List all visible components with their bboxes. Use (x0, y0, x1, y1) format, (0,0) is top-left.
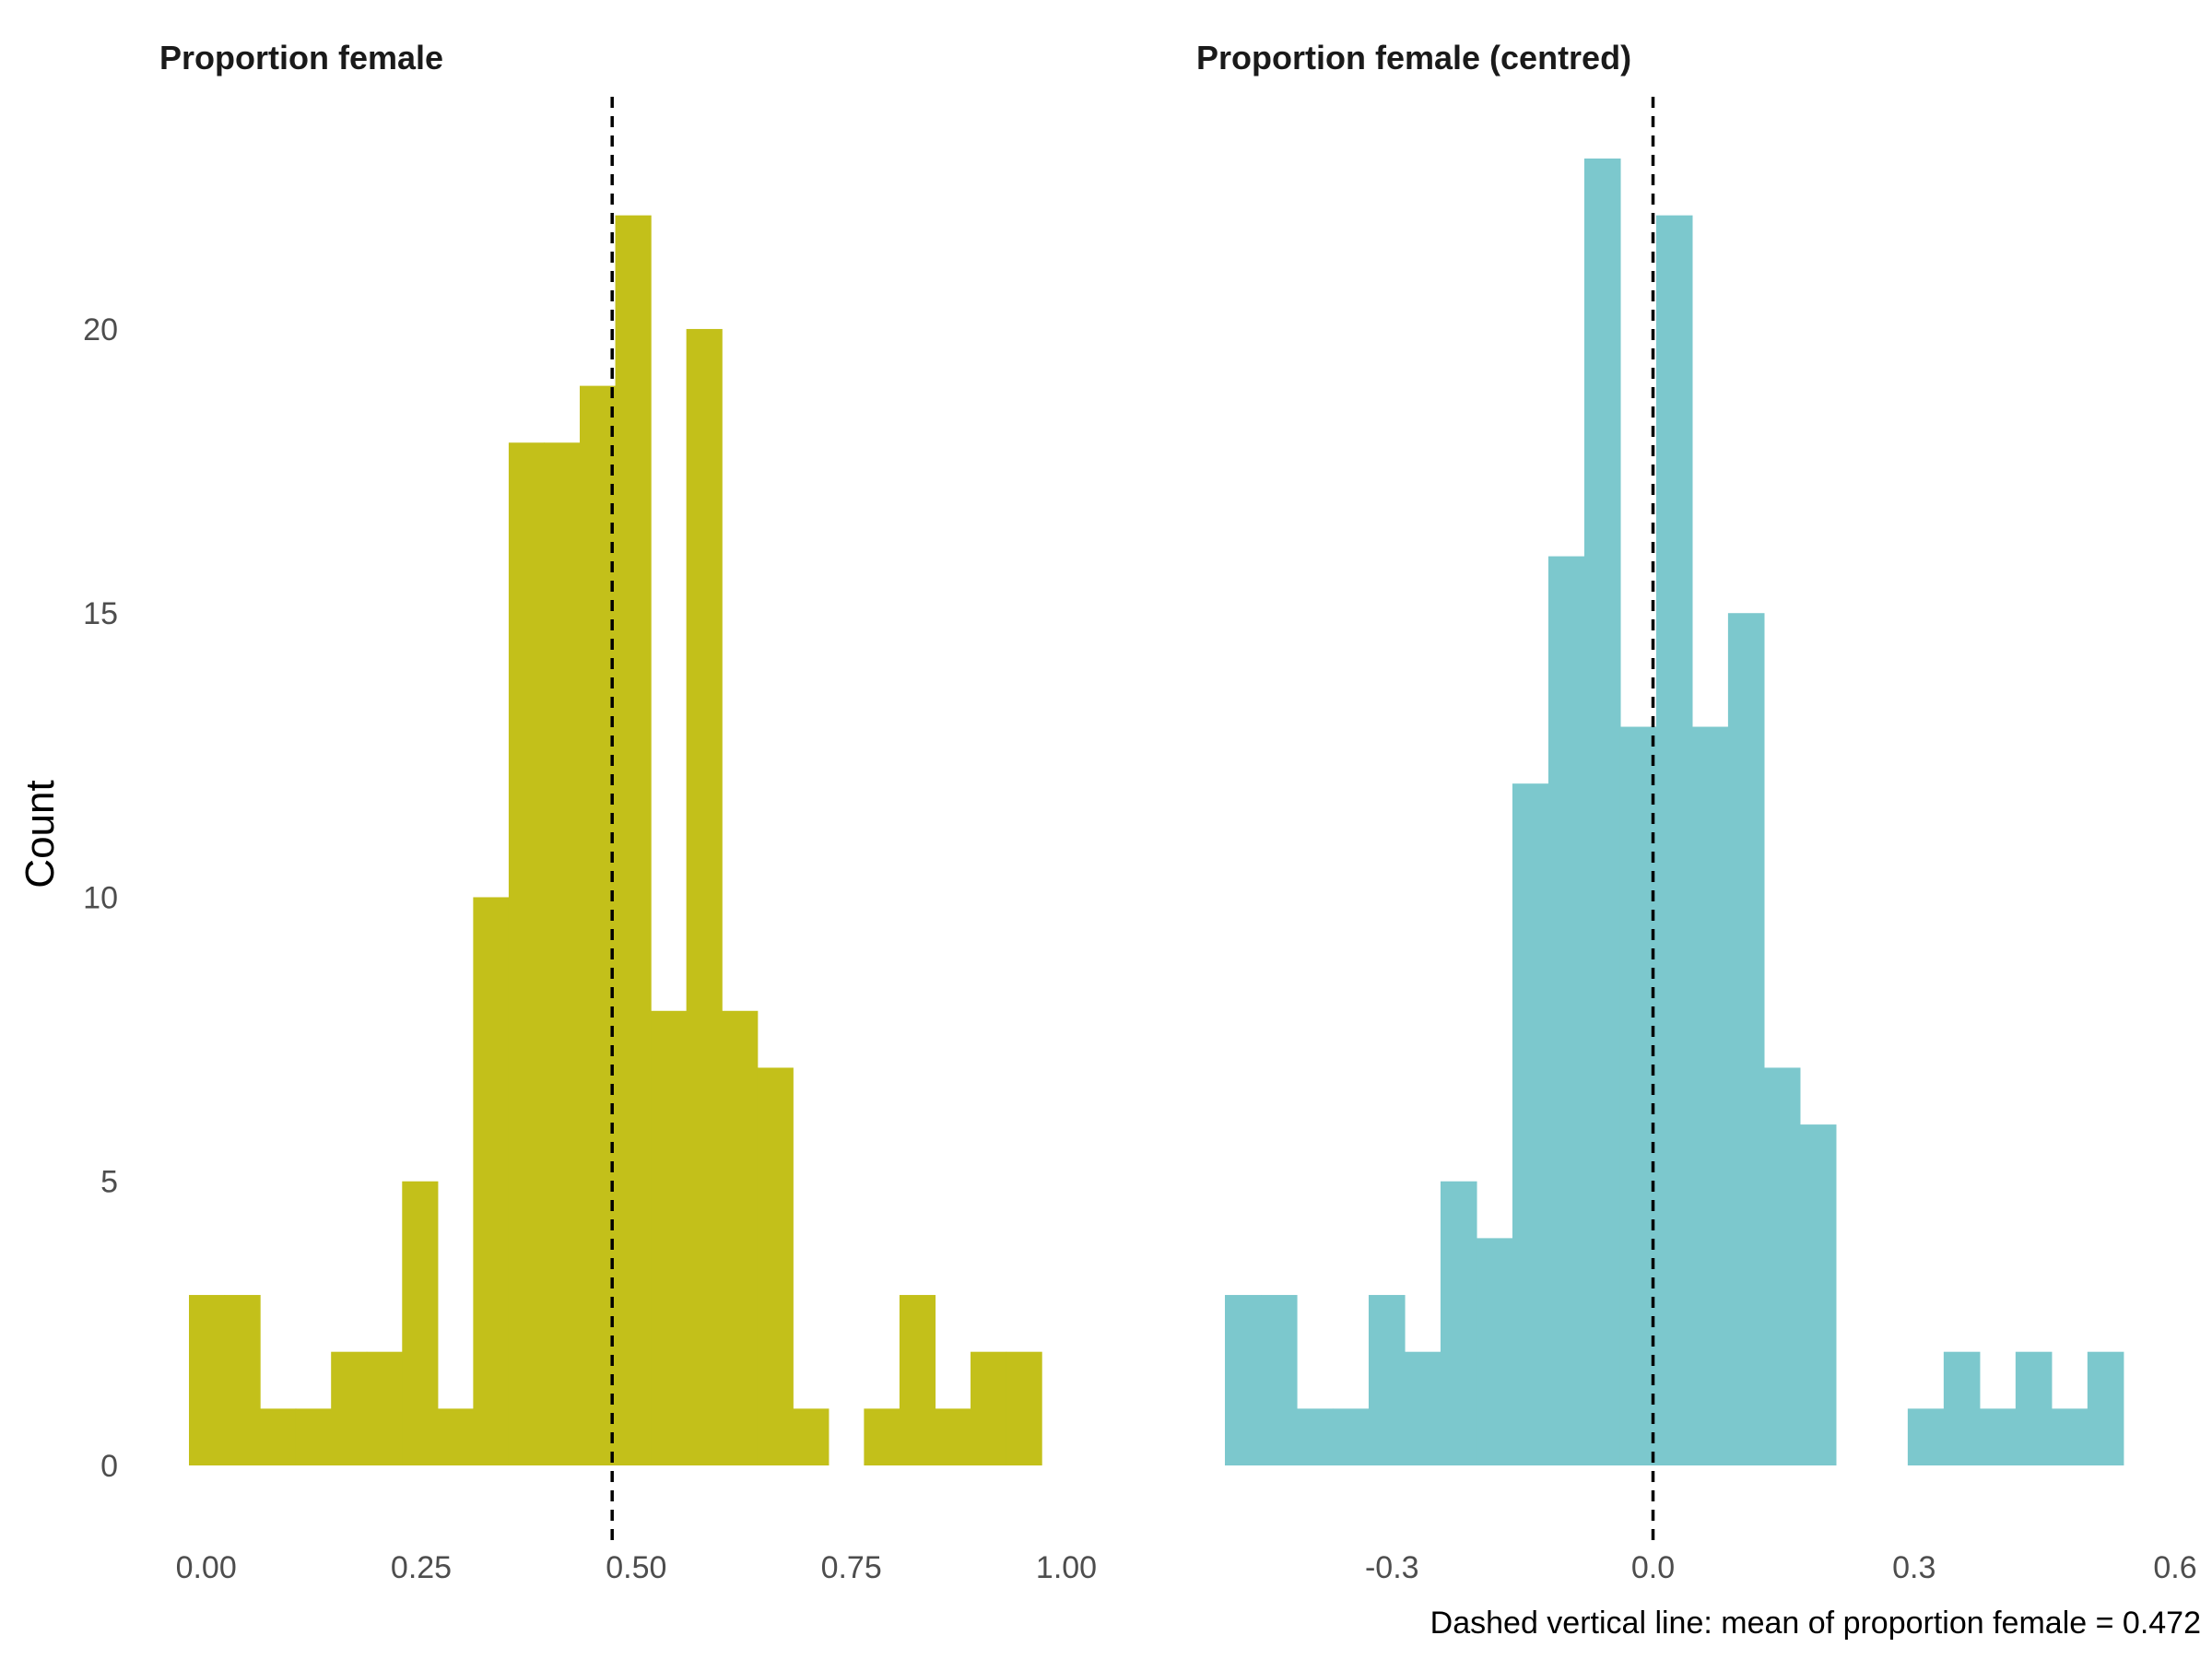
histogram-bar (2087, 1351, 2124, 1465)
histogram-bar (1943, 1351, 1981, 1465)
histogram-bar (1619, 726, 1657, 1465)
histogram-bar (686, 328, 723, 1465)
histogram-bar (1332, 1408, 1370, 1465)
histogram-bar (331, 1351, 368, 1465)
histogram-bar (1655, 215, 1693, 1465)
histogram-bar (2051, 1408, 2088, 1465)
histogram-bar (1368, 1295, 1406, 1465)
histogram-bar (1799, 1124, 1837, 1465)
bars-left (189, 215, 1042, 1466)
histogram-bar (1907, 1408, 1945, 1465)
x-tick-label: -0.3 (1365, 1550, 1419, 1585)
y-axis-title: Count (18, 780, 63, 888)
panel-title-left: Proportion female (159, 39, 443, 76)
histogram-bar (1006, 1351, 1042, 1465)
histogram-bar (651, 1010, 688, 1465)
histogram-bar (1296, 1408, 1334, 1465)
x-axis-left: 0.00 0.25 0.50 0.75 1.00 (176, 1550, 1098, 1585)
histogram-bar (295, 1408, 332, 1465)
histogram-bar (2015, 1351, 2053, 1465)
y-tick-label: 10 (83, 880, 118, 915)
histogram-bar (1512, 783, 1549, 1465)
histogram-bar (757, 1067, 794, 1465)
y-tick-label: 5 (100, 1165, 118, 1200)
histogram-bar (580, 385, 617, 1466)
histogram-bar (1979, 1408, 2017, 1465)
histogram-bar (1404, 1351, 1441, 1465)
histogram-bar (189, 1295, 226, 1465)
histogram-bar (971, 1351, 1007, 1465)
histogram-bar (260, 1408, 297, 1465)
histogram-bar (1547, 556, 1585, 1465)
y-tick-label: 20 (83, 312, 118, 347)
histogram-bar (1476, 1238, 1513, 1465)
histogram-bar (473, 897, 510, 1465)
histogram-bar (1225, 1295, 1262, 1465)
caption: Dashed vertical line: mean of proportion… (1430, 1606, 2201, 1641)
bars-right (1225, 159, 2124, 1465)
histogram-bar (366, 1351, 403, 1465)
histogram-bar (615, 215, 652, 1465)
histogram-bar (935, 1408, 971, 1465)
histogram-bar (1440, 1181, 1477, 1465)
histogram-bar (402, 1181, 439, 1465)
x-tick-label: 1.00 (1036, 1550, 1097, 1585)
histogram-bar (224, 1295, 261, 1465)
panel-left: Proportion female 0.00 0.25 0.50 0.75 1.00 (159, 39, 1097, 1585)
histogram-bar (1583, 159, 1621, 1465)
x-tick-label: 0.50 (606, 1550, 666, 1585)
histogram-bar (544, 442, 581, 1465)
y-axis: 0 5 10 15 20 (83, 312, 118, 1484)
histogram-bar (1727, 613, 1765, 1465)
panel-title-right: Proportion female (centred) (1196, 39, 1631, 76)
histogram-bar (722, 1010, 759, 1465)
histogram-bar (437, 1408, 474, 1465)
x-tick-label: 0.75 (821, 1550, 882, 1585)
x-tick-label: 0.00 (176, 1550, 237, 1585)
histogram-bar (899, 1295, 936, 1465)
x-tick-label: 0.3 (1892, 1550, 1936, 1585)
histogram-bar (1260, 1295, 1298, 1465)
x-tick-label: 0.6 (2153, 1550, 2196, 1585)
histogram-bar (1691, 726, 1729, 1465)
y-tick-label: 0 (100, 1449, 118, 1484)
x-axis-right: -0.3 0.0 0.3 0.6 (1365, 1550, 2197, 1585)
histogram-bar (1763, 1067, 1801, 1465)
y-tick-label: 15 (83, 596, 118, 631)
histogram-bar (864, 1408, 900, 1465)
histogram-bar (508, 442, 546, 1465)
x-tick-label: 0.25 (391, 1550, 452, 1585)
x-tick-label: 0.0 (1631, 1550, 1675, 1585)
panel-right: Proportion female (centred) -0.3 0.0 0.3 0.… (1196, 39, 2197, 1585)
histogram-bar (793, 1408, 830, 1465)
